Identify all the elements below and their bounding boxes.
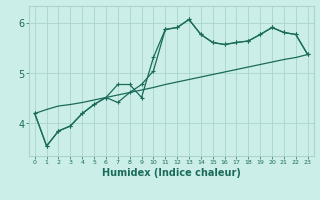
X-axis label: Humidex (Indice chaleur): Humidex (Indice chaleur): [102, 168, 241, 178]
